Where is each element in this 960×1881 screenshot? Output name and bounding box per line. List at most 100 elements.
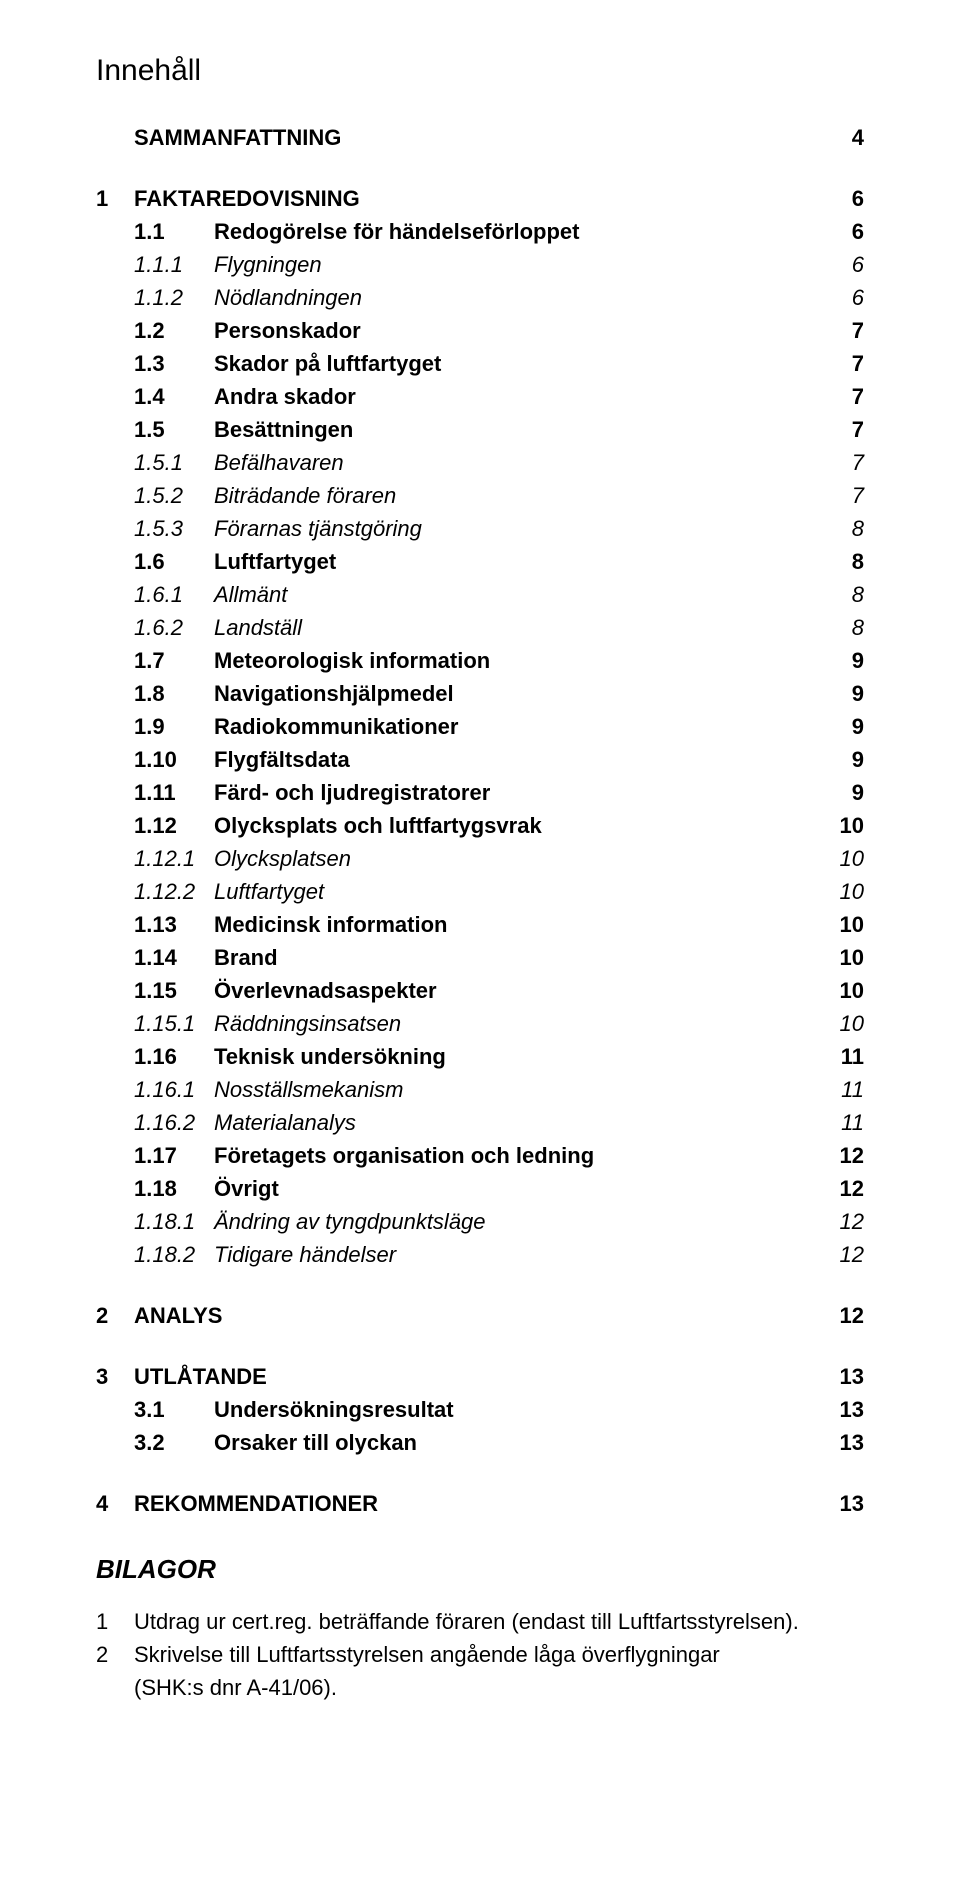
toc-entry-left: 1.3Skador på luftfartyget [134,347,441,380]
toc-entry-label: FAKTAREDOVISNING [134,182,360,215]
toc-entry: 1.16Teknisk undersökning11 [134,1040,864,1073]
toc-entry-number: 4 [96,1487,134,1520]
toc-entry: 1.8Navigationshjälpmedel 9 [134,677,864,710]
toc-entry-label: SAMMANFATTNING [134,121,341,154]
toc-entry-left: 1.6.1Allmänt [134,578,287,611]
toc-entry-label: Allmänt [214,578,287,611]
toc-entry-label: Förarnas tjänstgöring [214,512,422,545]
toc-entry-left: 1.1.2Nödlandningen [134,281,362,314]
toc-entry: 1.10Flygfältsdata 9 [134,743,864,776]
toc-entry-number: 1.16 [134,1040,214,1073]
toc-entry-number: 3 [96,1360,134,1393]
toc-entry-label: Radiokommunikationer [214,710,458,743]
toc-entry-page: 10 [836,974,864,1007]
toc-entry-page: 7 [836,446,864,479]
toc-entry-number: 1.7 [134,644,214,677]
toc-entry: 3.2Orsaker till olyckan13 [134,1426,864,1459]
toc-entry-number: 1.5.3 [134,512,214,545]
toc-entry-page: 10 [836,908,864,941]
toc-entry-label: Nödlandningen [214,281,362,314]
toc-entry: 1.6.2Landställ8 [134,611,864,644]
toc-entry-label: UTLÅTANDE [134,1360,267,1393]
toc-entry-left: 1.5.1Befälhavaren [134,446,344,479]
toc-entry-left: 1.8Navigationshjälpmedel [134,677,454,710]
toc-entry: 1.7Meteorologisk information9 [134,644,864,677]
toc-entry: 1.5.3Förarnas tjänstgöring 8 [134,512,864,545]
toc-entry-page: 13 [836,1360,864,1393]
toc-entry: 1.5.2Biträdande föraren7 [134,479,864,512]
toc-entry-left: 1.5.3Förarnas tjänstgöring [134,512,422,545]
appendix-entry: 1Utdrag ur cert.reg. beträffande föraren… [96,1605,864,1638]
toc-entry-label: Medicinsk information [214,908,447,941]
toc-entry-label: Flygningen [214,248,322,281]
toc-entry-page: 11 [836,1106,864,1139]
toc-entry-left: 1.15Överlevnadsaspekter [134,974,437,1007]
toc-entry-page: 12 [836,1172,864,1205]
toc-entry-page: 10 [836,842,864,875]
toc-entry-label: Flygfältsdata [214,743,350,776]
toc-entry: 1.1.2Nödlandningen 6 [134,281,864,314]
appendix-heading: BILAGOR [96,1550,864,1589]
toc-entry: 3UTLÅTANDE 13 [96,1360,864,1393]
toc-entry: 4REKOMMENDATIONER13 [96,1487,864,1520]
toc-entry: 1.6Luftfartyget8 [134,545,864,578]
toc-entry-number: 1.8 [134,677,214,710]
toc-entry-left: 1.2Personskador [134,314,361,347]
toc-entry-label: Nosställsmekanism [214,1073,404,1106]
toc-entry-page: 4 [836,121,864,154]
toc-entry-page: 6 [836,281,864,314]
toc-entry-page: 13 [836,1393,864,1426]
toc-entry-number: 1.1.1 [134,248,214,281]
toc-entry: 1.11Färd- och ljudregistratorer9 [134,776,864,809]
toc-entry-label: Meteorologisk information [214,644,490,677]
toc-entry: 1.5Besättningen7 [134,413,864,446]
toc-entry-page: 7 [836,479,864,512]
appendix-entry-number: 1 [96,1605,134,1638]
toc-entry: 1.18Övrigt12 [134,1172,864,1205]
toc-entry-left: 4REKOMMENDATIONER [96,1487,378,1520]
toc-entry: 1.1Redogörelse för händelseförloppet6 [134,215,864,248]
toc-entry-label: Landställ [214,611,302,644]
toc-entry-number: 1.11 [134,776,214,809]
toc-entry-page: 6 [836,248,864,281]
toc-entry-number: 1.15.1 [134,1007,214,1040]
toc-entry-page: 11 [836,1040,864,1073]
toc-entry: 1.17Företagets organisation och ledning1… [134,1139,864,1172]
toc-entry-page: 8 [836,512,864,545]
toc-entry: 1.16.1Nosställsmekanism11 [134,1073,864,1106]
appendix-entry: 2Skrivelse till Luftfartsstyrelsen angåe… [96,1638,864,1671]
toc-entry: 1.9Radiokommunikationer9 [134,710,864,743]
toc-entry-left: 1.10Flygfältsdata [134,743,350,776]
toc-entry-page: 10 [836,875,864,908]
toc-entry-page: 12 [836,1299,864,1332]
toc-entry-page: 6 [836,182,864,215]
page-title: Innehåll [96,48,864,93]
appendix-entry-text: Skrivelse till Luftfartsstyrelsen angåen… [134,1638,720,1671]
toc-entry-number: 1.17 [134,1139,214,1172]
toc-entry: 1.12Olycksplats och luftfartygsvrak10 [134,809,864,842]
toc-entry-number: 1.6.2 [134,611,214,644]
toc-entry-label: Brand [214,941,278,974]
toc-entry-page: 9 [836,677,864,710]
toc-entry-page: 13 [836,1426,864,1459]
toc-entry-left: 1.16.2Materialanalys [134,1106,356,1139]
toc-entry-label: Redogörelse för händelseförloppet [214,215,580,248]
appendix-entry-text: Utdrag ur cert.reg. beträffande föraren … [134,1605,799,1638]
toc-entry: 1.12.1Olycksplatsen10 [134,842,864,875]
toc-entry-number: 1.18.2 [134,1238,214,1271]
toc-entry-label: Överlevnadsaspekter [214,974,437,1007]
toc-entry-number: 1.14 [134,941,214,974]
toc-entry: 1.5.1Befälhavaren 7 [134,446,864,479]
toc-entry-page: 6 [836,215,864,248]
toc-entry-left: 1.6Luftfartyget [134,545,336,578]
toc-entry-label: Undersökningsresultat [214,1393,454,1426]
toc-entry-label: Biträdande föraren [214,479,396,512]
toc-entry-label: Befälhavaren [214,446,344,479]
toc-entry-left: 1.18.2Tidigare händelser [134,1238,396,1271]
toc-entry-number: 1.5.1 [134,446,214,479]
toc-entry-number: 1.3 [134,347,214,380]
toc-entry-left: 1.18.1Ändring av tyngdpunktsläge [134,1205,486,1238]
toc-entry-page: 7 [836,413,864,446]
toc-entry-page: 12 [836,1238,864,1271]
toc-entry-page: 9 [836,743,864,776]
